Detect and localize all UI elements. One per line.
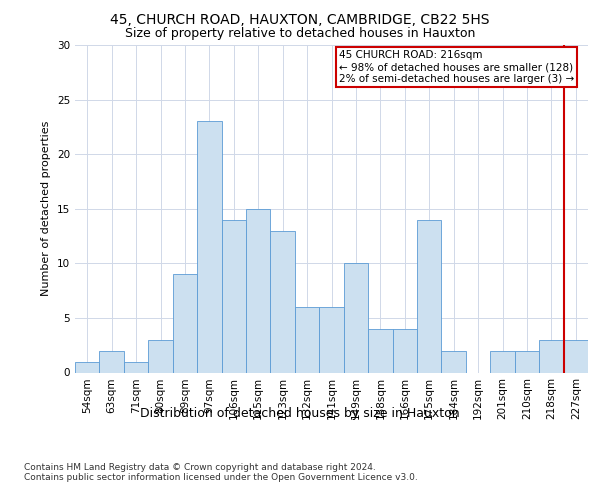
Bar (246, 209, 271, 372)
Bar (173, 274, 197, 372)
Bar (442, 350, 466, 372)
Text: Distribution of detached houses by size in Hauxton: Distribution of detached houses by size … (140, 408, 460, 420)
Y-axis label: Number of detached properties: Number of detached properties (41, 121, 52, 296)
Text: 45, CHURCH ROAD, HAUXTON, CAMBRIDGE, CB22 5HS: 45, CHURCH ROAD, HAUXTON, CAMBRIDGE, CB2… (110, 12, 490, 26)
Bar (417, 220, 442, 372)
Text: Size of property relative to detached houses in Hauxton: Size of property relative to detached ho… (125, 28, 475, 40)
Bar (319, 307, 344, 372)
Text: Contains HM Land Registry data © Crown copyright and database right 2024.
Contai: Contains HM Land Registry data © Crown c… (24, 462, 418, 482)
Bar (197, 122, 221, 372)
Text: 45 CHURCH ROAD: 216sqm
← 98% of detached houses are smaller (128)
2% of semi-det: 45 CHURCH ROAD: 216sqm ← 98% of detached… (339, 50, 574, 84)
Bar (368, 329, 392, 372)
Bar (271, 230, 295, 372)
Bar (515, 350, 539, 372)
Bar (148, 340, 173, 372)
Bar (539, 340, 563, 372)
Bar (490, 350, 515, 372)
Bar (100, 350, 124, 372)
Bar (392, 329, 417, 372)
Bar (563, 340, 588, 372)
Bar (75, 362, 100, 372)
Bar (295, 307, 319, 372)
Bar (344, 264, 368, 372)
Bar (221, 220, 246, 372)
Bar (124, 362, 148, 372)
